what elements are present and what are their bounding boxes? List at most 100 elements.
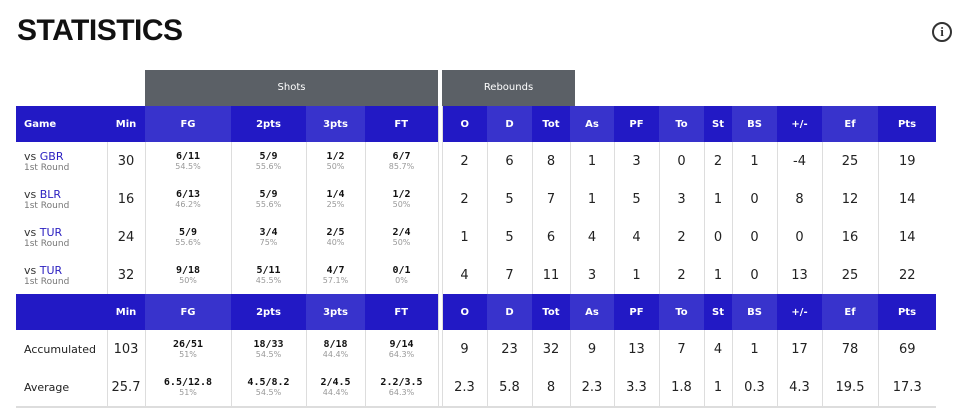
column-header-D[interactable]: D — [487, 294, 532, 330]
p2-percentage: 55.6% — [255, 162, 282, 171]
pm-cell: 17 — [776, 330, 822, 368]
o-cell: 2 — [441, 142, 487, 180]
pf-cell: 3.3 — [613, 368, 659, 408]
column-header-To[interactable]: To — [659, 294, 704, 330]
tot-cell: 11 — [531, 256, 570, 294]
ft-made-attempted: 6/7 — [392, 151, 411, 162]
column-header-As[interactable]: As — [570, 106, 614, 142]
column-header-D[interactable]: D — [487, 106, 532, 142]
column-header-Pts[interactable]: Pts — [878, 106, 936, 142]
fg-percentage: 51% — [179, 388, 197, 397]
pm-cell: -4 — [776, 142, 822, 180]
column-header-3pts[interactable]: 3pts — [306, 294, 365, 330]
column-header-FT[interactable]: FT — [365, 106, 438, 142]
o-cell: 1 — [441, 218, 487, 256]
column-header-FT[interactable]: FT — [365, 294, 438, 330]
min-cell: 103 — [106, 330, 145, 368]
column-header-FG[interactable]: FG — [145, 106, 231, 142]
pts-cell: 22 — [877, 256, 936, 294]
ef-cell: 12 — [821, 180, 878, 218]
column-header-Min[interactable]: Min — [107, 294, 145, 330]
column-header-Game[interactable] — [16, 294, 107, 330]
column-header-2pts[interactable]: 2pts — [231, 106, 306, 142]
column-header-Min[interactable]: Min — [107, 106, 145, 142]
column-header-FG[interactable]: FG — [145, 294, 231, 330]
pts-cell: 69 — [877, 330, 936, 368]
column-header-St[interactable]: St — [704, 294, 732, 330]
tot-cell: 6 — [531, 218, 570, 256]
column-header-BS[interactable]: BS — [732, 106, 777, 142]
column-header-St[interactable]: St — [704, 106, 732, 142]
ef-cell: 78 — [821, 330, 878, 368]
p2-made-attempted: 18/33 — [253, 339, 284, 350]
opponent-link[interactable]: TUR — [39, 263, 63, 277]
opponent-link[interactable]: BLR — [39, 187, 62, 201]
group-header-shots: Shots — [145, 70, 438, 106]
column-header-plusminus[interactable]: +/- — [777, 294, 822, 330]
opponent-link[interactable]: GBR — [39, 149, 64, 163]
st-cell: 1 — [703, 256, 732, 294]
p3-percentage: 25% — [326, 200, 345, 209]
ft-percentage: 64.3% — [388, 388, 415, 397]
column-header-2pts[interactable]: 2pts — [231, 294, 306, 330]
ft-made-attempted: 2/4 — [392, 227, 411, 238]
min-cell: 30 — [106, 142, 145, 180]
game-cell: vs TUR 1st Round — [16, 256, 107, 294]
column-header-O[interactable]: O — [442, 294, 487, 330]
opponent-link[interactable]: TUR — [39, 225, 63, 239]
column-gap — [437, 294, 443, 330]
p3-made-attempted: 1/2 — [326, 151, 345, 162]
p3-percentage: 40% — [326, 238, 345, 247]
ef-cell: 25 — [821, 256, 878, 294]
pts-cell: 19 — [877, 142, 936, 180]
st-cell: 4 — [703, 330, 732, 368]
p2-percentage: 54.5% — [255, 350, 282, 359]
game-cell: vs TUR 1st Round — [16, 218, 107, 256]
p3-percentage: 50% — [326, 162, 345, 171]
column-header-plusminus[interactable]: +/- — [777, 106, 822, 142]
game-row: vs TUR 1st Round 24 5/9 55.6% 3/4 75% 2/5 40% 2/4… — [16, 218, 936, 256]
min-cell: 25.7 — [106, 368, 145, 408]
ft-cell: 9/14 64.3% — [364, 330, 438, 368]
info-icon[interactable]: i — [932, 22, 952, 42]
column-header-Tot[interactable]: Tot — [532, 294, 570, 330]
p2-cell: 5/9 55.6% — [230, 142, 306, 180]
ef-cell: 16 — [821, 218, 878, 256]
to-cell: 2 — [658, 256, 704, 294]
game-cell: vs GBR 1st Round — [16, 142, 107, 180]
fg-cell: 6/11 54.5% — [144, 142, 231, 180]
fg-percentage: 50% — [179, 276, 197, 285]
column-header-PF[interactable]: PF — [614, 106, 659, 142]
pf-cell: 1 — [613, 256, 659, 294]
p2-cell: 5/11 45.5% — [230, 256, 306, 294]
p2-cell: 18/33 54.5% — [230, 330, 306, 368]
column-header-Game[interactable]: Game — [16, 106, 107, 142]
pts-cell: 14 — [877, 180, 936, 218]
ft-percentage: 50% — [392, 238, 411, 247]
fg-percentage: 51% — [179, 350, 197, 359]
column-header-O[interactable]: O — [442, 106, 487, 142]
column-header-As[interactable]: As — [570, 294, 614, 330]
fg-made-attempted: 5/9 — [178, 227, 198, 238]
d-cell: 5.8 — [486, 368, 532, 408]
column-header-Ef[interactable]: Ef — [822, 106, 878, 142]
column-header-PF[interactable]: PF — [614, 294, 659, 330]
column-header-Tot[interactable]: Tot — [532, 106, 570, 142]
p3-cell: 4/7 57.1% — [305, 256, 365, 294]
bs-cell: 1 — [731, 330, 777, 368]
column-header-BS[interactable]: BS — [732, 294, 777, 330]
st-cell: 1 — [703, 368, 732, 408]
column-header-To[interactable]: To — [659, 106, 704, 142]
bs-cell: 0 — [731, 180, 777, 218]
fg-percentage: 55.6% — [175, 238, 201, 247]
ft-percentage: 50% — [392, 200, 411, 209]
p2-made-attempted: 4.5/8.2 — [247, 377, 290, 388]
vs-label: vs — [24, 263, 37, 277]
game-row: vs TUR 1st Round 32 9/18 50% 5/11 45.5% 4/7 57.1… — [16, 256, 936, 294]
pm-cell: 0 — [776, 218, 822, 256]
ft-made-attempted: 9/14 — [389, 339, 414, 350]
column-header-3pts[interactable]: 3pts — [306, 106, 365, 142]
p2-percentage: 45.5% — [255, 276, 282, 285]
column-header-Pts[interactable]: Pts — [878, 294, 936, 330]
column-header-Ef[interactable]: Ef — [822, 294, 878, 330]
